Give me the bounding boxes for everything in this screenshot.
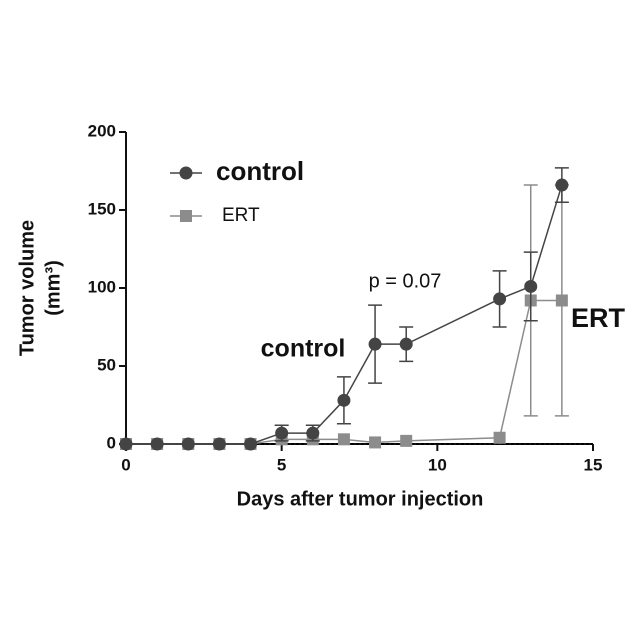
legend-label: ERT — [222, 205, 260, 226]
point — [400, 338, 413, 351]
annotation: control — [261, 335, 346, 363]
point — [369, 436, 381, 448]
point — [494, 432, 506, 444]
point — [306, 427, 319, 440]
legend-marker — [180, 167, 193, 180]
annotation: ERT — [571, 303, 626, 333]
point — [556, 294, 568, 306]
y-tick-label: 50 — [97, 355, 116, 374]
point — [275, 427, 288, 440]
x-tick-label: 0 — [121, 455, 130, 474]
x-tick-label: 5 — [277, 455, 286, 474]
point — [400, 435, 412, 447]
point — [244, 438, 257, 451]
legend-marker — [180, 210, 192, 222]
y-tick-label: 0 — [107, 433, 116, 452]
y-tick-label: 150 — [88, 199, 116, 218]
point — [493, 292, 506, 305]
y-axis-label: Tumor volume (mm³) — [16, 220, 64, 356]
annotation: p = 0.07 — [369, 270, 442, 292]
y-axis-label-line: Tumor volume — [16, 220, 38, 356]
point — [337, 394, 350, 407]
y-axis-label-line: (mm³) — [42, 260, 64, 316]
point — [213, 438, 226, 451]
x-tick-label: 15 — [584, 455, 603, 474]
point — [338, 433, 350, 445]
chart: Days after tumor injection Tumor volume … — [0, 0, 640, 640]
point — [555, 179, 568, 192]
x-tick-label: 10 — [428, 455, 447, 474]
y-tick-label: 200 — [88, 121, 116, 140]
point — [369, 338, 382, 351]
y-tick-label: 100 — [88, 277, 116, 296]
point — [120, 438, 133, 451]
x-axis-label: Days after tumor injection — [237, 488, 484, 510]
point — [524, 280, 537, 293]
legend-label: control — [216, 156, 304, 186]
point — [182, 438, 195, 451]
point — [151, 438, 164, 451]
